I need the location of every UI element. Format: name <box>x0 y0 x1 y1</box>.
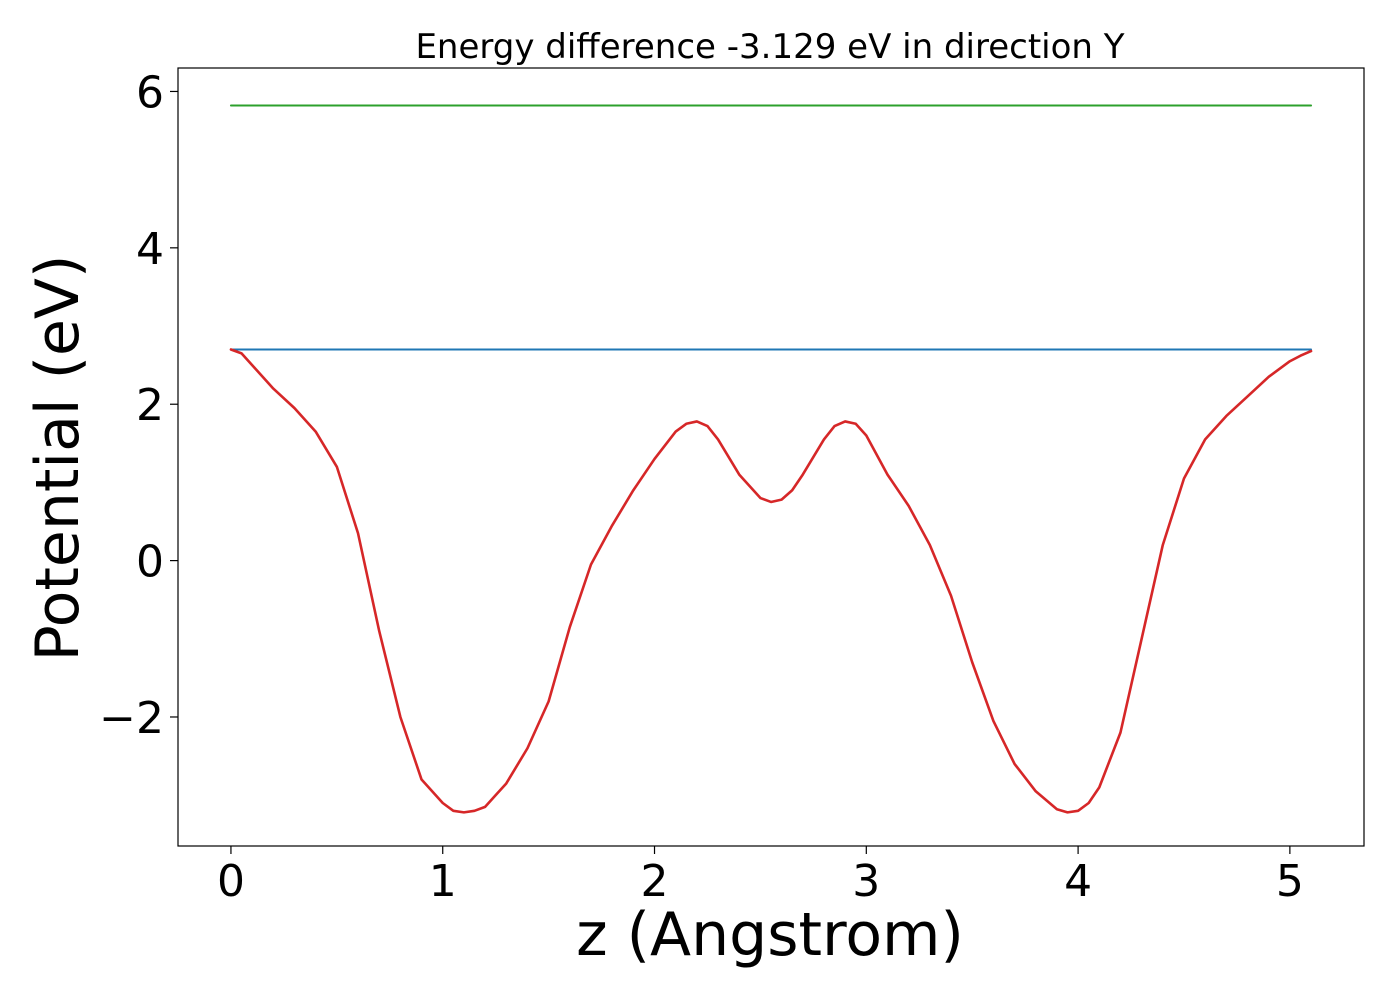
x-tick-label: 4 <box>1064 856 1092 907</box>
plot-area <box>177 67 1365 847</box>
x-tick-label: 5 <box>1276 856 1304 907</box>
y-axis-label: Potential (eV) <box>23 255 93 662</box>
chart-title: Energy difference -3.129 eV in direction… <box>415 27 1124 67</box>
x-tick-label: 3 <box>852 856 880 907</box>
x-tick-label: 0 <box>217 856 245 907</box>
y-tick-label: 6 <box>136 67 164 118</box>
y-tick-label: 4 <box>136 224 164 275</box>
series-line-2 <box>229 348 1313 814</box>
y-axis: −2 0 2 4 6 <box>99 67 178 744</box>
x-tick-label: 2 <box>641 856 669 907</box>
series-layer <box>229 104 1313 814</box>
x-axis-label: z (Angstrom) <box>576 900 964 970</box>
y-tick-label: 2 <box>136 380 164 431</box>
x-tick-label: 1 <box>429 856 457 907</box>
x-axis: 0 1 2 3 4 5 <box>217 846 1304 907</box>
y-tick-label: −2 <box>99 693 164 744</box>
y-tick-label: 0 <box>136 537 164 588</box>
plot-frame <box>177 67 1365 847</box>
